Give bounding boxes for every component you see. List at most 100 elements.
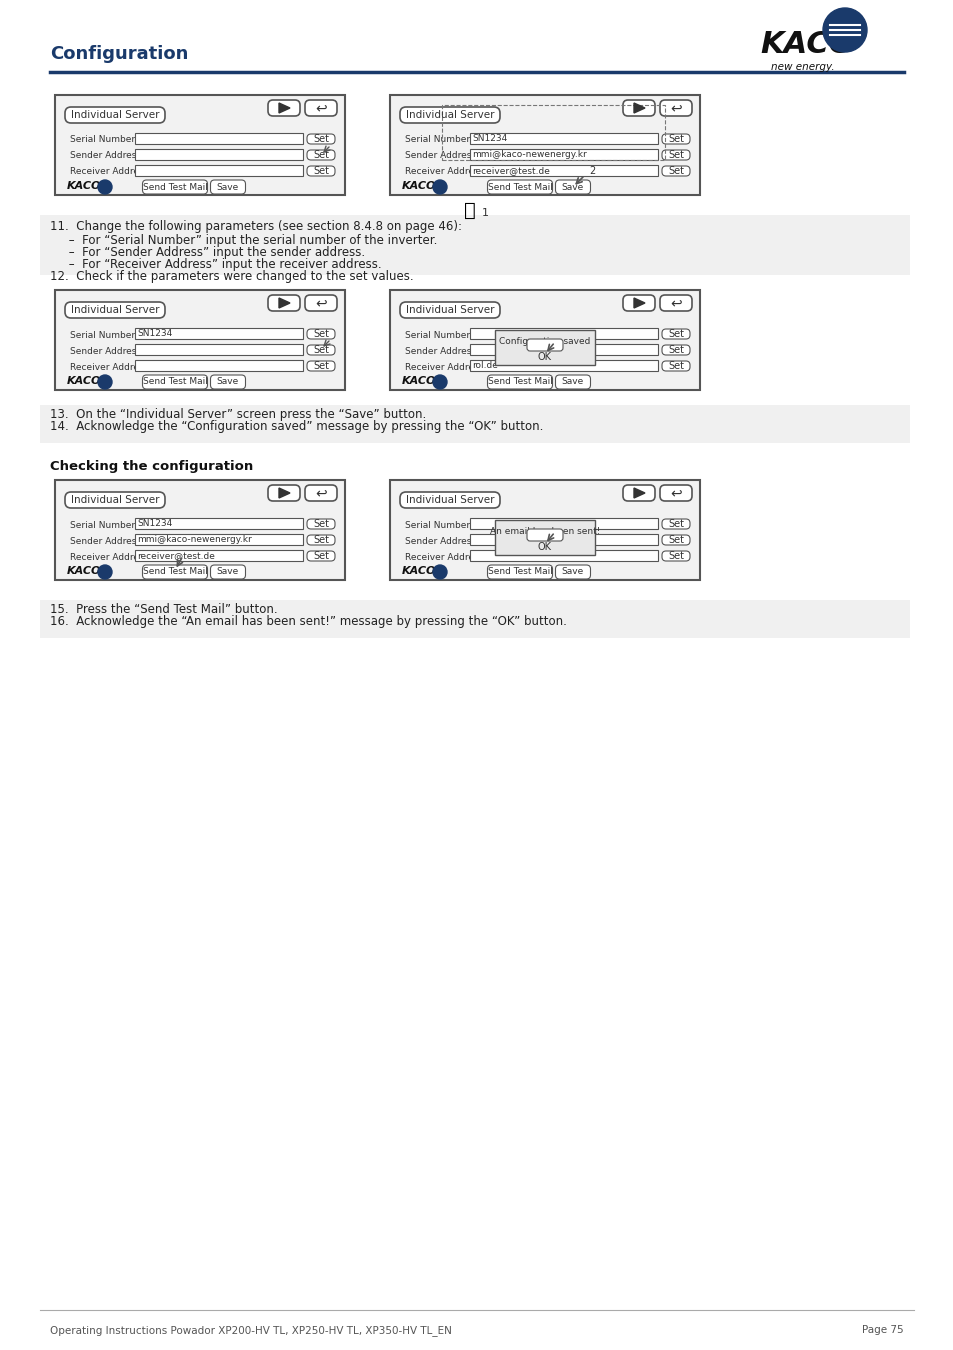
Text: Set: Set: [313, 360, 329, 371]
Text: –  For “Serial Number” input the serial number of the inverter.: – For “Serial Number” input the serial n…: [50, 234, 436, 247]
FancyBboxPatch shape: [55, 481, 345, 580]
Text: Serial Number: Serial Number: [70, 331, 135, 339]
FancyBboxPatch shape: [65, 491, 165, 508]
Text: Serial Number: Serial Number: [70, 135, 135, 144]
Text: Send Test Mail: Send Test Mail: [487, 378, 552, 386]
FancyBboxPatch shape: [526, 529, 562, 541]
Text: SN1234: SN1234: [137, 518, 172, 528]
Text: Set: Set: [313, 134, 329, 144]
Text: rol.de: rol.de: [472, 360, 497, 370]
FancyBboxPatch shape: [307, 360, 335, 371]
Text: receiver@test.de: receiver@test.de: [472, 166, 549, 176]
FancyBboxPatch shape: [211, 375, 245, 389]
FancyBboxPatch shape: [135, 134, 303, 144]
Text: Receiver Address: Receiver Address: [405, 552, 483, 562]
Text: Operating Instructions Powador XP200-HV TL, XP250-HV TL, XP350-HV TL_EN: Operating Instructions Powador XP200-HV …: [50, 1324, 452, 1336]
FancyBboxPatch shape: [526, 339, 562, 351]
Circle shape: [98, 180, 112, 194]
Circle shape: [98, 566, 112, 579]
Text: Set: Set: [313, 535, 329, 545]
Text: Individual Server: Individual Server: [71, 495, 159, 505]
Text: 11.  Change the following parameters (see section 8.4.8 on page 46):: 11. Change the following parameters (see…: [50, 220, 461, 234]
FancyBboxPatch shape: [470, 165, 658, 176]
FancyBboxPatch shape: [470, 344, 658, 355]
Circle shape: [433, 375, 447, 389]
Text: Save: Save: [216, 378, 239, 386]
Polygon shape: [634, 487, 644, 498]
Text: Set: Set: [313, 551, 329, 562]
Text: Save: Save: [561, 567, 583, 576]
FancyBboxPatch shape: [40, 215, 909, 275]
Text: Set: Set: [667, 346, 683, 355]
Text: SN1234: SN1234: [137, 329, 172, 338]
FancyBboxPatch shape: [307, 346, 335, 355]
FancyBboxPatch shape: [661, 346, 689, 355]
Text: Set: Set: [313, 329, 329, 339]
Text: ↩: ↩: [670, 486, 681, 500]
FancyBboxPatch shape: [622, 485, 655, 501]
FancyBboxPatch shape: [495, 329, 595, 364]
Text: 2: 2: [588, 166, 595, 176]
Circle shape: [98, 375, 112, 389]
FancyBboxPatch shape: [211, 566, 245, 579]
FancyBboxPatch shape: [268, 100, 299, 116]
Text: Send Test Mail: Send Test Mail: [142, 378, 207, 386]
Text: mmi@kaco-newenergy.kr: mmi@kaco-newenergy.kr: [137, 535, 252, 544]
Text: Send Test Mail: Send Test Mail: [487, 567, 552, 576]
Text: ↩: ↩: [670, 101, 681, 115]
Text: Set: Set: [667, 166, 683, 176]
FancyBboxPatch shape: [487, 566, 552, 579]
Text: Set: Set: [667, 535, 683, 545]
Text: KACO: KACO: [401, 566, 436, 576]
FancyBboxPatch shape: [661, 166, 689, 176]
FancyBboxPatch shape: [55, 290, 345, 390]
Circle shape: [822, 8, 866, 53]
FancyBboxPatch shape: [65, 302, 165, 319]
FancyBboxPatch shape: [135, 549, 303, 562]
Text: Serial Number: Serial Number: [405, 135, 470, 144]
Text: Set: Set: [313, 166, 329, 176]
FancyBboxPatch shape: [307, 329, 335, 339]
Text: ↩: ↩: [314, 296, 327, 310]
Text: OK: OK: [537, 541, 552, 552]
FancyBboxPatch shape: [135, 535, 303, 545]
Text: Serial Number: Serial Number: [405, 331, 470, 339]
FancyBboxPatch shape: [661, 535, 689, 545]
FancyBboxPatch shape: [135, 148, 303, 161]
Polygon shape: [634, 298, 644, 308]
FancyBboxPatch shape: [555, 566, 590, 579]
Text: –  For “Receiver Address” input the receiver address.: – For “Receiver Address” input the recei…: [50, 258, 381, 271]
FancyBboxPatch shape: [399, 107, 499, 123]
FancyBboxPatch shape: [307, 551, 335, 562]
Text: mmi@kaco-newenergy.kr: mmi@kaco-newenergy.kr: [472, 150, 586, 159]
FancyBboxPatch shape: [65, 107, 165, 123]
FancyBboxPatch shape: [55, 95, 345, 194]
Text: Set: Set: [313, 346, 329, 355]
FancyBboxPatch shape: [211, 180, 245, 194]
FancyBboxPatch shape: [661, 329, 689, 339]
Text: Receiver Address: Receiver Address: [405, 167, 483, 177]
FancyBboxPatch shape: [659, 485, 691, 501]
FancyBboxPatch shape: [305, 485, 336, 501]
FancyBboxPatch shape: [470, 134, 658, 144]
Polygon shape: [278, 298, 290, 308]
Text: Set: Set: [667, 551, 683, 562]
Text: Individual Server: Individual Server: [405, 305, 494, 315]
Text: Send Test Mail: Send Test Mail: [142, 567, 207, 576]
FancyBboxPatch shape: [470, 360, 658, 371]
Text: OK: OK: [537, 352, 552, 362]
Text: KACO: KACO: [401, 181, 436, 190]
FancyBboxPatch shape: [307, 518, 335, 529]
FancyBboxPatch shape: [142, 566, 208, 579]
Text: Sender Address: Sender Address: [405, 151, 476, 161]
FancyBboxPatch shape: [661, 518, 689, 529]
Text: 12.  Check if the parameters were changed to the set values.: 12. Check if the parameters were changed…: [50, 270, 414, 284]
Text: ↩: ↩: [314, 101, 327, 115]
FancyBboxPatch shape: [135, 165, 303, 176]
FancyBboxPatch shape: [268, 296, 299, 310]
Text: Receiver Address: Receiver Address: [70, 552, 148, 562]
Text: Configuration: Configuration: [50, 45, 188, 63]
FancyBboxPatch shape: [661, 551, 689, 562]
Text: Sender Address: Sender Address: [70, 536, 141, 545]
Text: ↩: ↩: [314, 486, 327, 500]
